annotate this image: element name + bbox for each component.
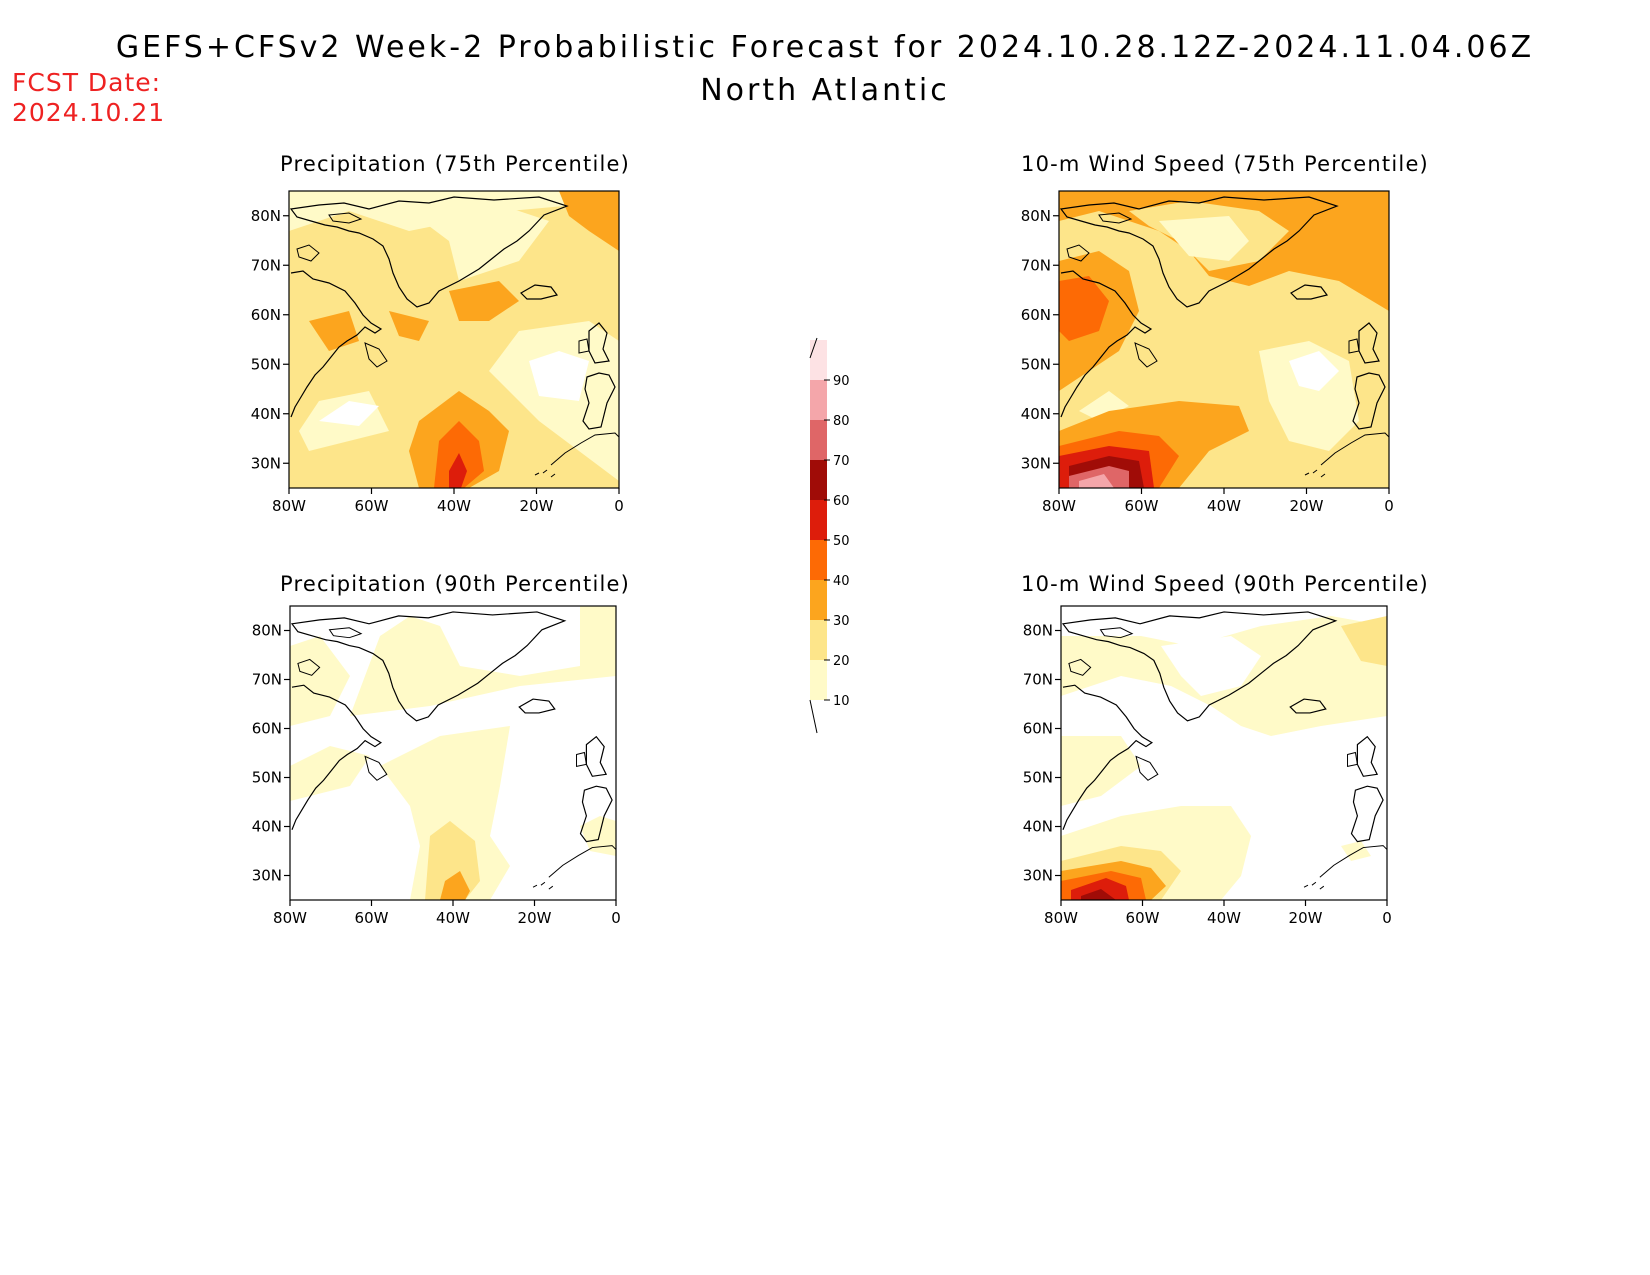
colorbar-label: 20 (833, 654, 850, 669)
lat-tick-label: 80N (252, 622, 282, 640)
axis-tick-labels: 80W 60W 40W 20W 0 80N 70N 60N 50N 40N 30N 80W 60W 40W… (251, 207, 1394, 927)
lat-tick-label: 60N (252, 720, 282, 738)
fcst-date-label: FCST Date: (12, 68, 162, 97)
lat-tick-label: 70N (252, 671, 282, 689)
main-title: GEFS+CFSv2 Week-2 Probabilistic Forecast… (115, 30, 1535, 65)
panel-title-wind-75: 10-m Wind Speed (75th Percentile) (1021, 152, 1429, 176)
lat-tick-label: 60N (1021, 306, 1051, 324)
colorbar-swatch (810, 500, 827, 540)
colorbar-swatch (810, 460, 827, 500)
colorbar-label: 70 (833, 454, 850, 469)
lat-tick-label: 60N (251, 306, 281, 324)
lon-tick-label: 20W (518, 909, 552, 927)
lon-tick-label: 60W (355, 909, 389, 927)
colorbar-swatch (810, 540, 827, 580)
lon-tick-label: 40W (437, 497, 471, 515)
lon-tick-label: 0 (611, 909, 621, 927)
colorbar: 10 20 30 40 50 60 70 80 90 (809, 337, 850, 734)
lat-tick-label: 50N (1023, 769, 1053, 787)
lon-tick-label: 20W (1289, 909, 1323, 927)
colorbar-swatch (810, 580, 827, 620)
lat-tick-label: 30N (251, 454, 281, 472)
lat-tick-label: 30N (252, 867, 282, 885)
map-precip-90 (289, 605, 617, 901)
colorbar-swatch (810, 380, 827, 420)
lon-tick-label: 20W (1290, 497, 1324, 515)
colorbar-label: 80 (833, 414, 850, 429)
colorbar-label: 10 (833, 694, 850, 709)
lon-tick-label: 60W (1125, 497, 1159, 515)
lon-tick-label: 80W (1044, 909, 1078, 927)
fcst-date-value: 2024.10.21 (12, 98, 166, 127)
colorbar-label: 60 (833, 494, 850, 509)
lat-tick-label: 50N (252, 769, 282, 787)
colorbar-label: 50 (833, 534, 850, 549)
lon-tick-label: 40W (1207, 909, 1241, 927)
colorbar-label: 30 (833, 614, 850, 629)
lon-tick-label: 60W (1126, 909, 1160, 927)
lon-tick-label: 80W (273, 909, 307, 927)
colorbar-swatch (810, 340, 827, 380)
lat-tick-label: 40N (251, 405, 281, 423)
lat-tick-label: 40N (1023, 818, 1053, 836)
colorbar-label: 90 (833, 374, 850, 389)
lon-tick-label: 40W (436, 909, 470, 927)
lon-tick-label: 20W (520, 497, 554, 515)
axis-ticks (283, 215, 1390, 906)
lat-tick-label: 80N (1023, 622, 1053, 640)
lon-tick-label: 0 (614, 497, 624, 515)
lat-tick-label: 50N (1021, 355, 1051, 373)
lon-tick-label: 60W (355, 497, 389, 515)
panel-title-precip-75: Precipitation (75th Percentile) (279, 152, 631, 176)
lat-tick-label: 70N (1023, 671, 1053, 689)
lon-tick-label: 0 (1384, 497, 1394, 515)
colorbar-swatch (810, 420, 827, 460)
colorbar-swatch (810, 660, 827, 700)
lat-tick-label: 40N (252, 818, 282, 836)
panel-title-wind-90: 10-m Wind Speed (90th Percentile) (1021, 572, 1429, 596)
colorbar-swatch (810, 620, 827, 660)
lat-tick-label: 70N (1021, 256, 1051, 274)
panel-title-precip-90: Precipitation (90th Percentile) (279, 572, 631, 596)
lat-tick-label: 40N (1021, 405, 1051, 423)
map-precip-75 (288, 190, 620, 489)
lat-tick-label: 30N (1023, 867, 1053, 885)
lat-tick-label: 80N (251, 207, 281, 225)
lat-tick-label: 60N (1023, 720, 1053, 738)
lon-tick-label: 0 (1382, 909, 1392, 927)
lat-tick-label: 70N (251, 256, 281, 274)
colorbar-label: 40 (833, 574, 850, 589)
lon-tick-label: 40W (1207, 497, 1241, 515)
map-wind-75 (1058, 190, 1390, 489)
map-wind-90 (1060, 605, 1388, 901)
lon-tick-label: 80W (1042, 497, 1076, 515)
lat-tick-label: 30N (1021, 454, 1051, 472)
region-subtitle: North Atlantic (700, 73, 950, 108)
lat-tick-label: 50N (251, 355, 281, 373)
lon-tick-label: 80W (272, 497, 306, 515)
lat-tick-label: 80N (1021, 207, 1051, 225)
